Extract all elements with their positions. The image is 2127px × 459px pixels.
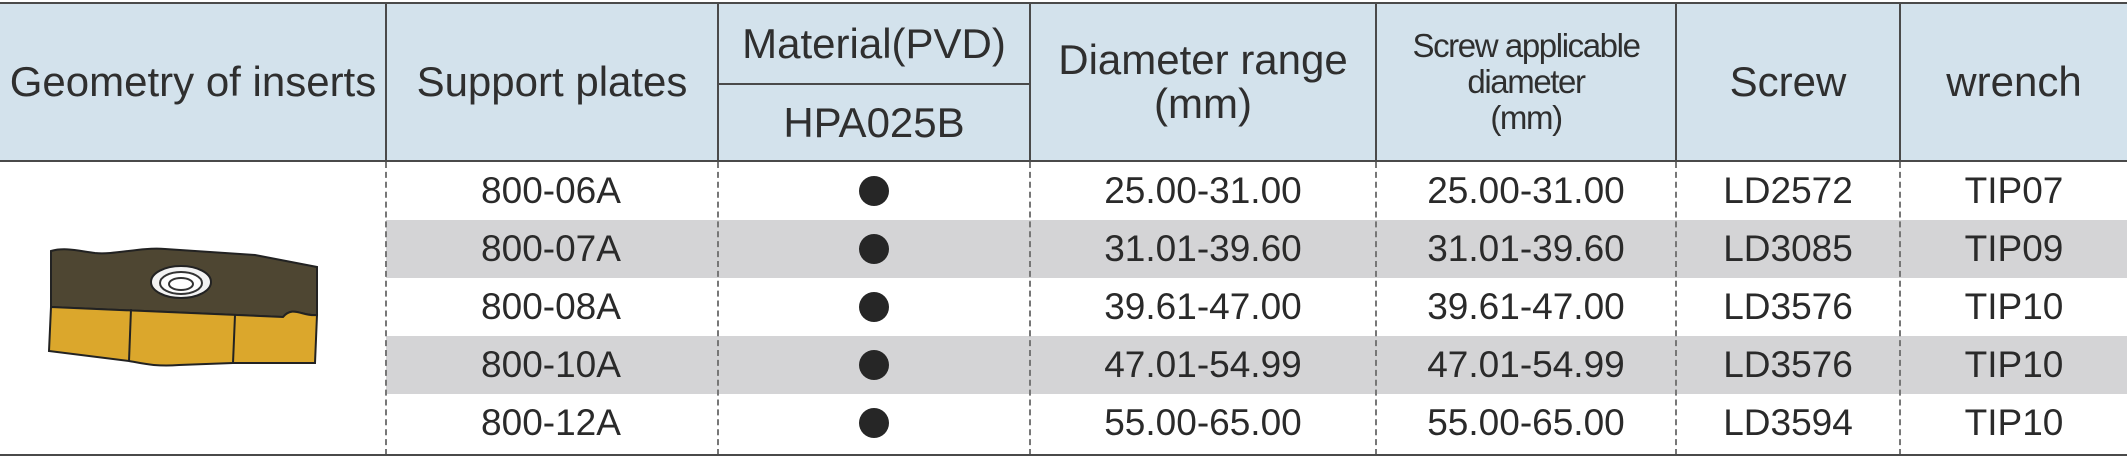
header-diameter-unit: (mm): [1154, 80, 1252, 127]
screw-cell: LD3085: [1723, 228, 1853, 269]
plate-cell: 800-07A: [481, 228, 621, 269]
filled-dot-icon: [859, 292, 889, 322]
wrench-cell: TIP07: [1964, 170, 2064, 211]
header-screw-diameter-label: Screw applicable diameter: [1412, 27, 1640, 100]
header-material: Material(PVD): [742, 20, 1006, 67]
table-row: 800-08A 39.61-47.00 39.61-47.00 LD3576 T…: [386, 278, 2127, 336]
filled-dot-icon: [859, 408, 889, 438]
header-diameter-range: Diameter range (mm): [1031, 4, 1375, 160]
table-row: 800-06A 25.00-31.00 25.00-31.00 LD2572 T…: [386, 162, 2127, 220]
header-wrench: wrench: [1946, 58, 2082, 105]
availability-cell: [719, 394, 1029, 452]
table-row: 800-10A 47.01-54.99 47.01-54.99 LD3576 T…: [386, 336, 2127, 394]
filled-dot-icon: [859, 176, 889, 206]
diameter-cell: 25.00-31.00: [1104, 170, 1302, 211]
header-support-plates: Support plates: [416, 58, 688, 105]
insert-image: [47, 247, 319, 367]
header-diameter-label: Diameter range: [1058, 36, 1348, 83]
filled-dot-icon: [859, 350, 889, 380]
header-grade: HPA025B: [783, 98, 965, 146]
wrench-cell: TIP10: [1964, 286, 2064, 327]
header-screw: Screw: [1729, 58, 1847, 105]
screw-diameter-cell: 39.61-47.00: [1427, 286, 1625, 327]
diameter-cell: 31.01-39.60: [1104, 228, 1302, 269]
screw-diameter-cell: 55.00-65.00: [1427, 402, 1625, 443]
table-header: Geometry of inserts Support plates Mater…: [0, 2, 2127, 162]
wrench-cell: TIP09: [1964, 228, 2064, 269]
header-screw-diameter: Screw applicable diameter (mm): [1377, 4, 1675, 160]
plate-cell: 800-06A: [481, 170, 621, 211]
plate-cell: 800-10A: [481, 344, 621, 385]
availability-cell: [719, 220, 1029, 278]
header-screw-diameter-unit: (mm): [1490, 99, 1563, 136]
plate-cell: 800-12A: [481, 402, 621, 443]
wrench-cell: TIP10: [1964, 402, 2064, 443]
table-row: 800-12A 55.00-65.00 55.00-65.00 LD3594 T…: [386, 394, 2127, 452]
screw-diameter-cell: 47.01-54.99: [1427, 344, 1625, 385]
table-row: 800-07A 31.01-39.60 31.01-39.60 LD3085 T…: [386, 220, 2127, 278]
header-geometry: Geometry of inserts: [9, 58, 377, 105]
screw-diameter-cell: 25.00-31.00: [1427, 170, 1625, 211]
screw-cell: LD2572: [1723, 170, 1853, 211]
diameter-cell: 55.00-65.00: [1104, 402, 1302, 443]
availability-cell: [719, 336, 1029, 394]
screw-cell: LD3576: [1723, 286, 1853, 327]
availability-cell: [719, 162, 1029, 220]
screw-diameter-cell: 31.01-39.60: [1427, 228, 1625, 269]
table-bottom-border: [0, 454, 2127, 456]
filled-dot-icon: [859, 234, 889, 264]
screw-cell: LD3576: [1723, 344, 1853, 385]
plate-cell: 800-08A: [481, 286, 621, 327]
screw-cell: LD3594: [1723, 402, 1853, 443]
diameter-cell: 47.01-54.99: [1104, 344, 1302, 385]
diameter-cell: 39.61-47.00: [1104, 286, 1302, 327]
wrench-cell: TIP10: [1964, 344, 2064, 385]
availability-cell: [719, 278, 1029, 336]
